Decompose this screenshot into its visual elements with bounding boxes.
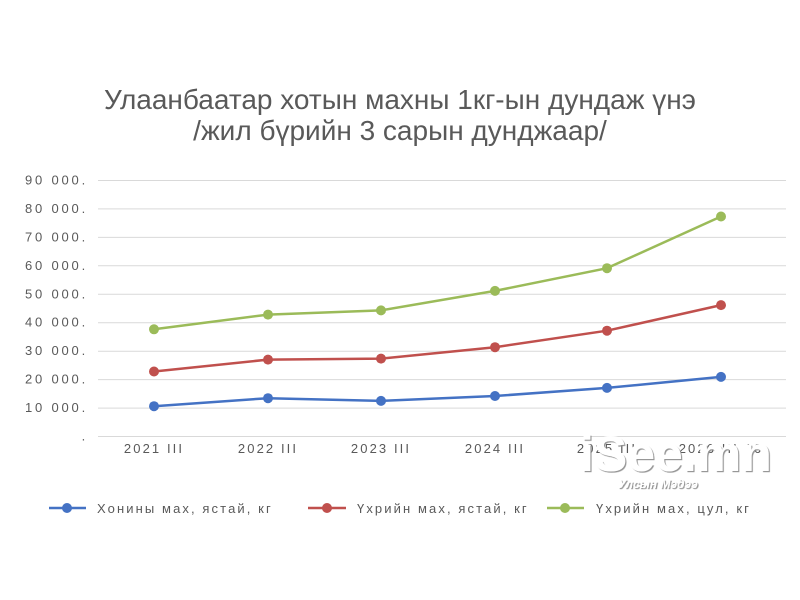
svg-text:2024 III: 2024 III (465, 441, 525, 456)
svg-text:Үхрийн мах, цул, кг: Үхрийн мах, цул, кг (596, 501, 751, 516)
svg-text:20 000.: 20 000. (25, 372, 88, 387)
svg-text:Үхрийн мах, ястай, кг: Үхрийн мах, ястай, кг (357, 501, 529, 516)
svg-text:2023 III: 2023 III (351, 441, 411, 456)
svg-text:2022 III: 2022 III (238, 441, 298, 456)
svg-text:2021 III: 2021 III (124, 441, 184, 456)
svg-text:60 000.: 60 000. (25, 258, 88, 273)
svg-text:30 000.: 30 000. (25, 343, 88, 358)
svg-text:70 000.: 70 000. (25, 229, 88, 244)
svg-text:40 000.: 40 000. (25, 315, 88, 330)
svg-text:.: . (82, 429, 88, 444)
svg-text:10 000.: 10 000. (25, 400, 88, 415)
svg-text:iSee.mn: iSee.mn (580, 426, 772, 482)
svg-text:80 000.: 80 000. (25, 201, 88, 216)
svg-text:90 000.: 90 000. (25, 173, 88, 188)
svg-text:50 000.: 50 000. (25, 286, 88, 301)
svg-text:Хонины мах, ястай, кг: Хонины мах, ястай, кг (97, 501, 273, 516)
svg-text:Улсын Мэдээ: Улсын Мэдээ (618, 477, 698, 491)
